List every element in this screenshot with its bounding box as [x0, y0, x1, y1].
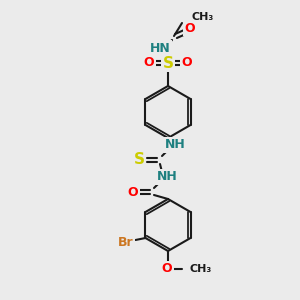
Text: HN: HN [150, 41, 170, 55]
Text: O: O [185, 22, 195, 34]
Text: O: O [162, 262, 172, 275]
Text: CH₃: CH₃ [190, 264, 212, 274]
Text: NH: NH [157, 170, 177, 184]
Text: O: O [128, 185, 138, 199]
Text: S: S [163, 56, 173, 70]
Text: O: O [182, 56, 192, 70]
Text: CH₃: CH₃ [192, 12, 214, 22]
Text: O: O [144, 56, 154, 70]
Text: NH: NH [165, 139, 185, 152]
Text: S: S [134, 152, 145, 167]
Text: Br: Br [118, 236, 133, 248]
